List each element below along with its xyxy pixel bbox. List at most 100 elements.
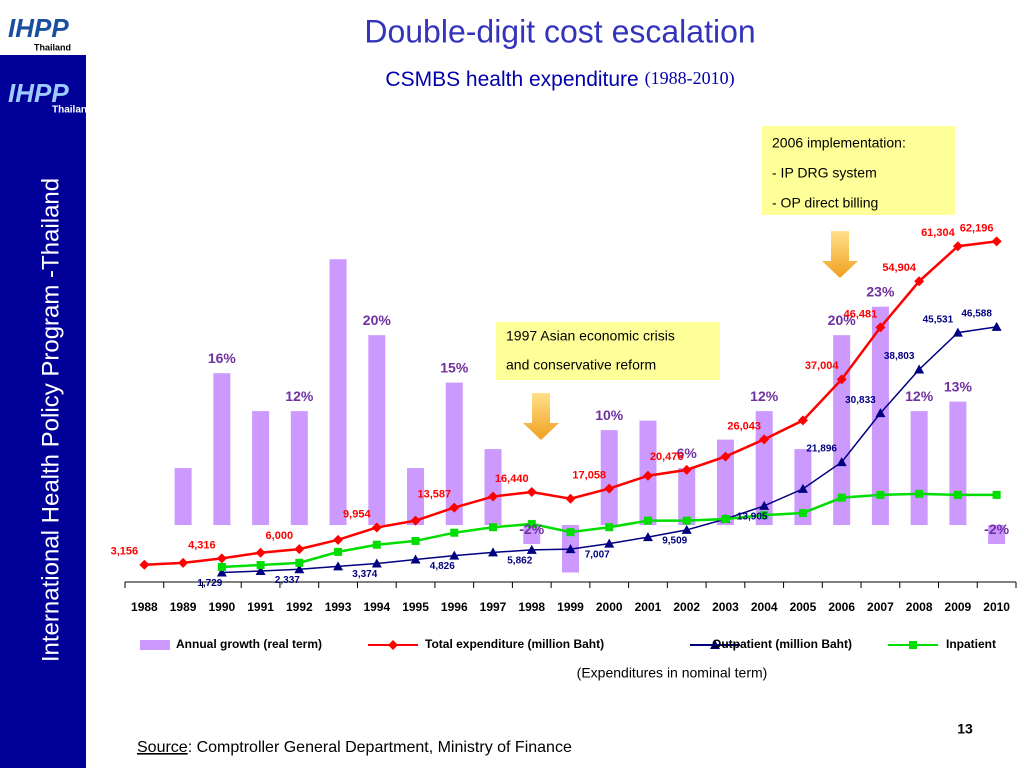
marker: [449, 502, 460, 513]
marker: [720, 451, 731, 462]
marker: [489, 523, 498, 532]
marker: [488, 491, 499, 502]
marker: [255, 566, 266, 576]
logo: IHPP: [8, 78, 69, 108]
bar: [600, 430, 618, 526]
data-label: 13,905: [737, 511, 768, 522]
marker: [139, 559, 150, 570]
x-tick-label: 1999: [557, 600, 584, 614]
x-tick-label: 2010: [983, 600, 1010, 614]
data-label: 20,476: [650, 451, 684, 463]
data-label: 37,004: [805, 360, 840, 372]
sidebar: [0, 55, 86, 768]
data-label: 20%: [828, 312, 857, 328]
data-label: 12%: [285, 388, 314, 404]
marker: [216, 567, 227, 577]
bar: [174, 468, 192, 526]
x-tick-label: 2002: [673, 600, 700, 614]
marker: [991, 321, 1002, 331]
annotation-box: [762, 126, 955, 215]
data-label: 21,896: [806, 444, 837, 455]
marker: [952, 327, 963, 337]
data-label: 54,904: [882, 262, 917, 274]
marker: [759, 434, 770, 445]
marker: [371, 522, 382, 533]
marker: [837, 493, 846, 502]
data-label: 6%: [677, 445, 698, 461]
marker: [915, 489, 924, 498]
marker: [953, 490, 962, 499]
x-tick-label: 1997: [480, 600, 507, 614]
marker: [875, 322, 886, 333]
marker: [643, 516, 652, 525]
annotation: 2006 implementation:: [772, 135, 906, 151]
marker: [876, 490, 885, 499]
x-tick-label: 1992: [286, 600, 313, 614]
x-tick-label: 1988: [131, 600, 158, 614]
data-label: 62,196: [960, 222, 994, 234]
data-label: 1,729: [197, 578, 222, 589]
page-number: 13: [957, 721, 973, 737]
legend-label: Total expenditure (million Baht): [425, 637, 604, 651]
title: Double-digit cost escalation: [364, 13, 755, 49]
data-label: 10%: [595, 407, 624, 423]
bar: [523, 525, 541, 545]
data-label: 12%: [750, 388, 779, 404]
source-label: Source: [137, 739, 188, 756]
legend-label: Inpatient: [946, 637, 996, 651]
data-label: -2%: [984, 521, 1009, 537]
data-label: 12%: [905, 388, 934, 404]
marker: [216, 553, 227, 564]
marker: [333, 561, 344, 571]
data-label: 45,531: [923, 314, 954, 325]
marker: [565, 493, 576, 504]
marker: [604, 483, 615, 494]
logo-sub: Thailand: [52, 105, 93, 116]
legend-label: Annual growth (real term): [176, 637, 322, 651]
x-tick-label: 1994: [363, 600, 390, 614]
data-label: 61,304: [921, 227, 956, 239]
note: (Expenditures in nominal term): [577, 665, 768, 681]
marker: [294, 544, 305, 555]
marker: [255, 547, 266, 558]
marker: [759, 500, 770, 510]
data-label: 3,374: [352, 569, 377, 580]
data-label: 38,803: [884, 351, 915, 362]
data-label: 6,000: [266, 530, 294, 542]
source: Source: Comptroller General Department, …: [137, 739, 572, 756]
legend-swatch: [140, 640, 170, 650]
annotation: - IP DRG system: [772, 165, 877, 181]
bar: [329, 259, 347, 526]
x-tick-label: 2003: [712, 600, 739, 614]
data-label: 9,509: [662, 536, 687, 547]
data-label: 13%: [944, 378, 973, 394]
x-tick-label: 1991: [247, 600, 274, 614]
marker: [450, 528, 459, 537]
marker: [642, 470, 653, 481]
annotation: 1997 Asian economic crisis: [506, 328, 675, 344]
arrow: [822, 231, 858, 278]
arrow: [523, 393, 559, 440]
marker: [952, 241, 963, 252]
bar: [252, 411, 270, 526]
annotation: and conservative reform: [506, 357, 656, 373]
marker: [797, 415, 808, 426]
marker: [217, 562, 226, 571]
data-label: 46,588: [961, 308, 992, 319]
x-tick-label: 2009: [945, 600, 972, 614]
data-label: 3,156: [111, 546, 139, 558]
marker: [836, 374, 847, 385]
x-tick-label: 2000: [596, 600, 623, 614]
data-label: 4,826: [430, 561, 455, 572]
marker: [721, 515, 730, 524]
marker: [681, 524, 692, 534]
data-label: 7,007: [585, 549, 610, 560]
marker: [334, 547, 343, 556]
x-tick-label: 2004: [751, 600, 778, 614]
marker: [371, 558, 382, 568]
data-label: -2%: [519, 521, 544, 537]
source-text: : Comptroller General Department, Minist…: [188, 739, 572, 756]
subtitle: CSMBS health expenditure (1988-2010): [385, 68, 734, 91]
subtitle-main: CSMBS health expenditure: [385, 68, 638, 91]
marker: [527, 519, 536, 528]
